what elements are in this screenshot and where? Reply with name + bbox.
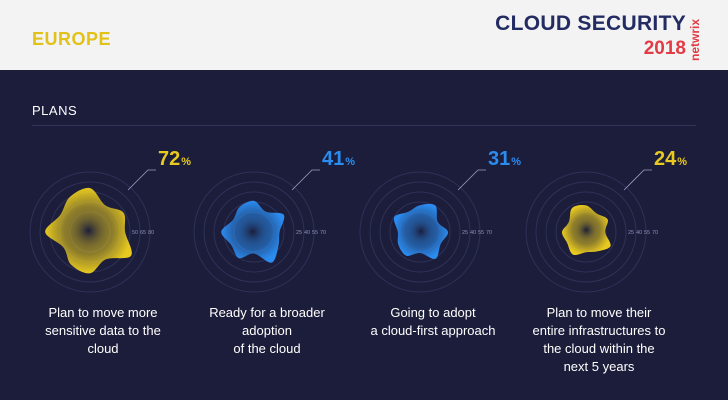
scale-label: 40 <box>636 230 642 236</box>
scale-label: 70 <box>486 230 492 236</box>
value-blob <box>561 204 611 256</box>
percentage-value: 41 <box>322 148 345 170</box>
value-blob <box>393 203 449 260</box>
netwrix-logo: netwrix <box>688 19 702 61</box>
percentage-value: 24 <box>654 148 677 170</box>
chart-panel: 25 40 55 70 31% Going to adopt a cloud-first … <box>342 140 524 400</box>
leader-line <box>623 169 652 191</box>
grid-ring <box>213 191 295 273</box>
grid-ring <box>369 181 471 283</box>
grid-ring <box>555 201 617 263</box>
percentage-label: 31% <box>488 148 521 171</box>
scale-label: 50 <box>132 230 138 236</box>
grid-ring <box>545 191 627 273</box>
scale-label: 25 <box>462 230 468 236</box>
page-header: EUROPE CLOUD SECURITY 2018 netwrix <box>0 0 728 70</box>
percentage-label: 24% <box>654 148 687 171</box>
percentage-value: 31 <box>488 148 511 170</box>
chart-description: Ready for a broader adoption of the clou… <box>209 305 325 356</box>
scale-label: 65 <box>140 230 146 236</box>
scale-label: 55 <box>478 230 484 236</box>
region-title: EUROPE <box>32 29 112 49</box>
percentage-unit: % <box>345 156 356 168</box>
percentage-label: 41% <box>322 148 355 171</box>
grid-ring <box>193 171 315 293</box>
value-blob <box>221 200 285 263</box>
radial-chart: 25 40 55 70 <box>525 169 658 293</box>
scale-label: 40 <box>304 230 310 236</box>
leader-line <box>127 169 156 191</box>
scale-label: 80 <box>148 230 154 236</box>
scale-label: 70 <box>320 230 326 236</box>
grid-ring <box>389 201 451 263</box>
chart-panel: 50 65 80 72% Plan to move more sensitive dat… <box>12 140 194 400</box>
section-divider <box>32 125 696 126</box>
leader-line <box>291 169 320 191</box>
percentage-unit: % <box>677 156 688 168</box>
percentage-unit: % <box>181 156 192 168</box>
scale-label: 25 <box>296 230 302 236</box>
radial-chart: 25 40 55 70 <box>193 169 326 293</box>
value-blob <box>45 187 132 274</box>
chart-description: Plan to move their entire infrastructure… <box>532 305 666 374</box>
chart-description: Going to adopt a cloud-first approach <box>370 305 496 338</box>
brand-year: 2018 <box>643 38 686 59</box>
scale-label: 40 <box>470 230 476 236</box>
percentage-label: 72% <box>158 148 191 171</box>
scale-label: 70 <box>652 230 658 236</box>
leader-line <box>457 169 486 191</box>
grid-ring <box>379 191 461 273</box>
chart-panel: 25 40 55 70 41% Ready for a broader adoption … <box>176 140 358 400</box>
grid-ring <box>359 171 481 293</box>
grid-ring <box>203 181 305 283</box>
radial-chart: 50 65 80 <box>29 169 156 293</box>
grid-ring <box>39 181 141 283</box>
percentage-value: 72 <box>158 148 181 170</box>
radial-chart: 25 40 55 70 <box>359 169 492 293</box>
brand-title: CLOUD SECURITY <box>495 12 686 35</box>
chart-panel: 25 40 55 70 24% Plan to move their entire inf… <box>508 140 690 400</box>
chart-description: Plan to move more sensitive data to the … <box>45 305 161 356</box>
section-title: PLANS <box>32 103 78 118</box>
percentage-unit: % <box>511 156 522 168</box>
scale-label: 55 <box>312 230 318 236</box>
grid-ring <box>525 171 647 293</box>
grid-ring <box>535 181 637 283</box>
grid-ring <box>29 171 151 293</box>
scale-label: 55 <box>644 230 650 236</box>
scale-label: 25 <box>628 230 634 236</box>
netwrix-logo-text: netwrix <box>688 19 702 61</box>
